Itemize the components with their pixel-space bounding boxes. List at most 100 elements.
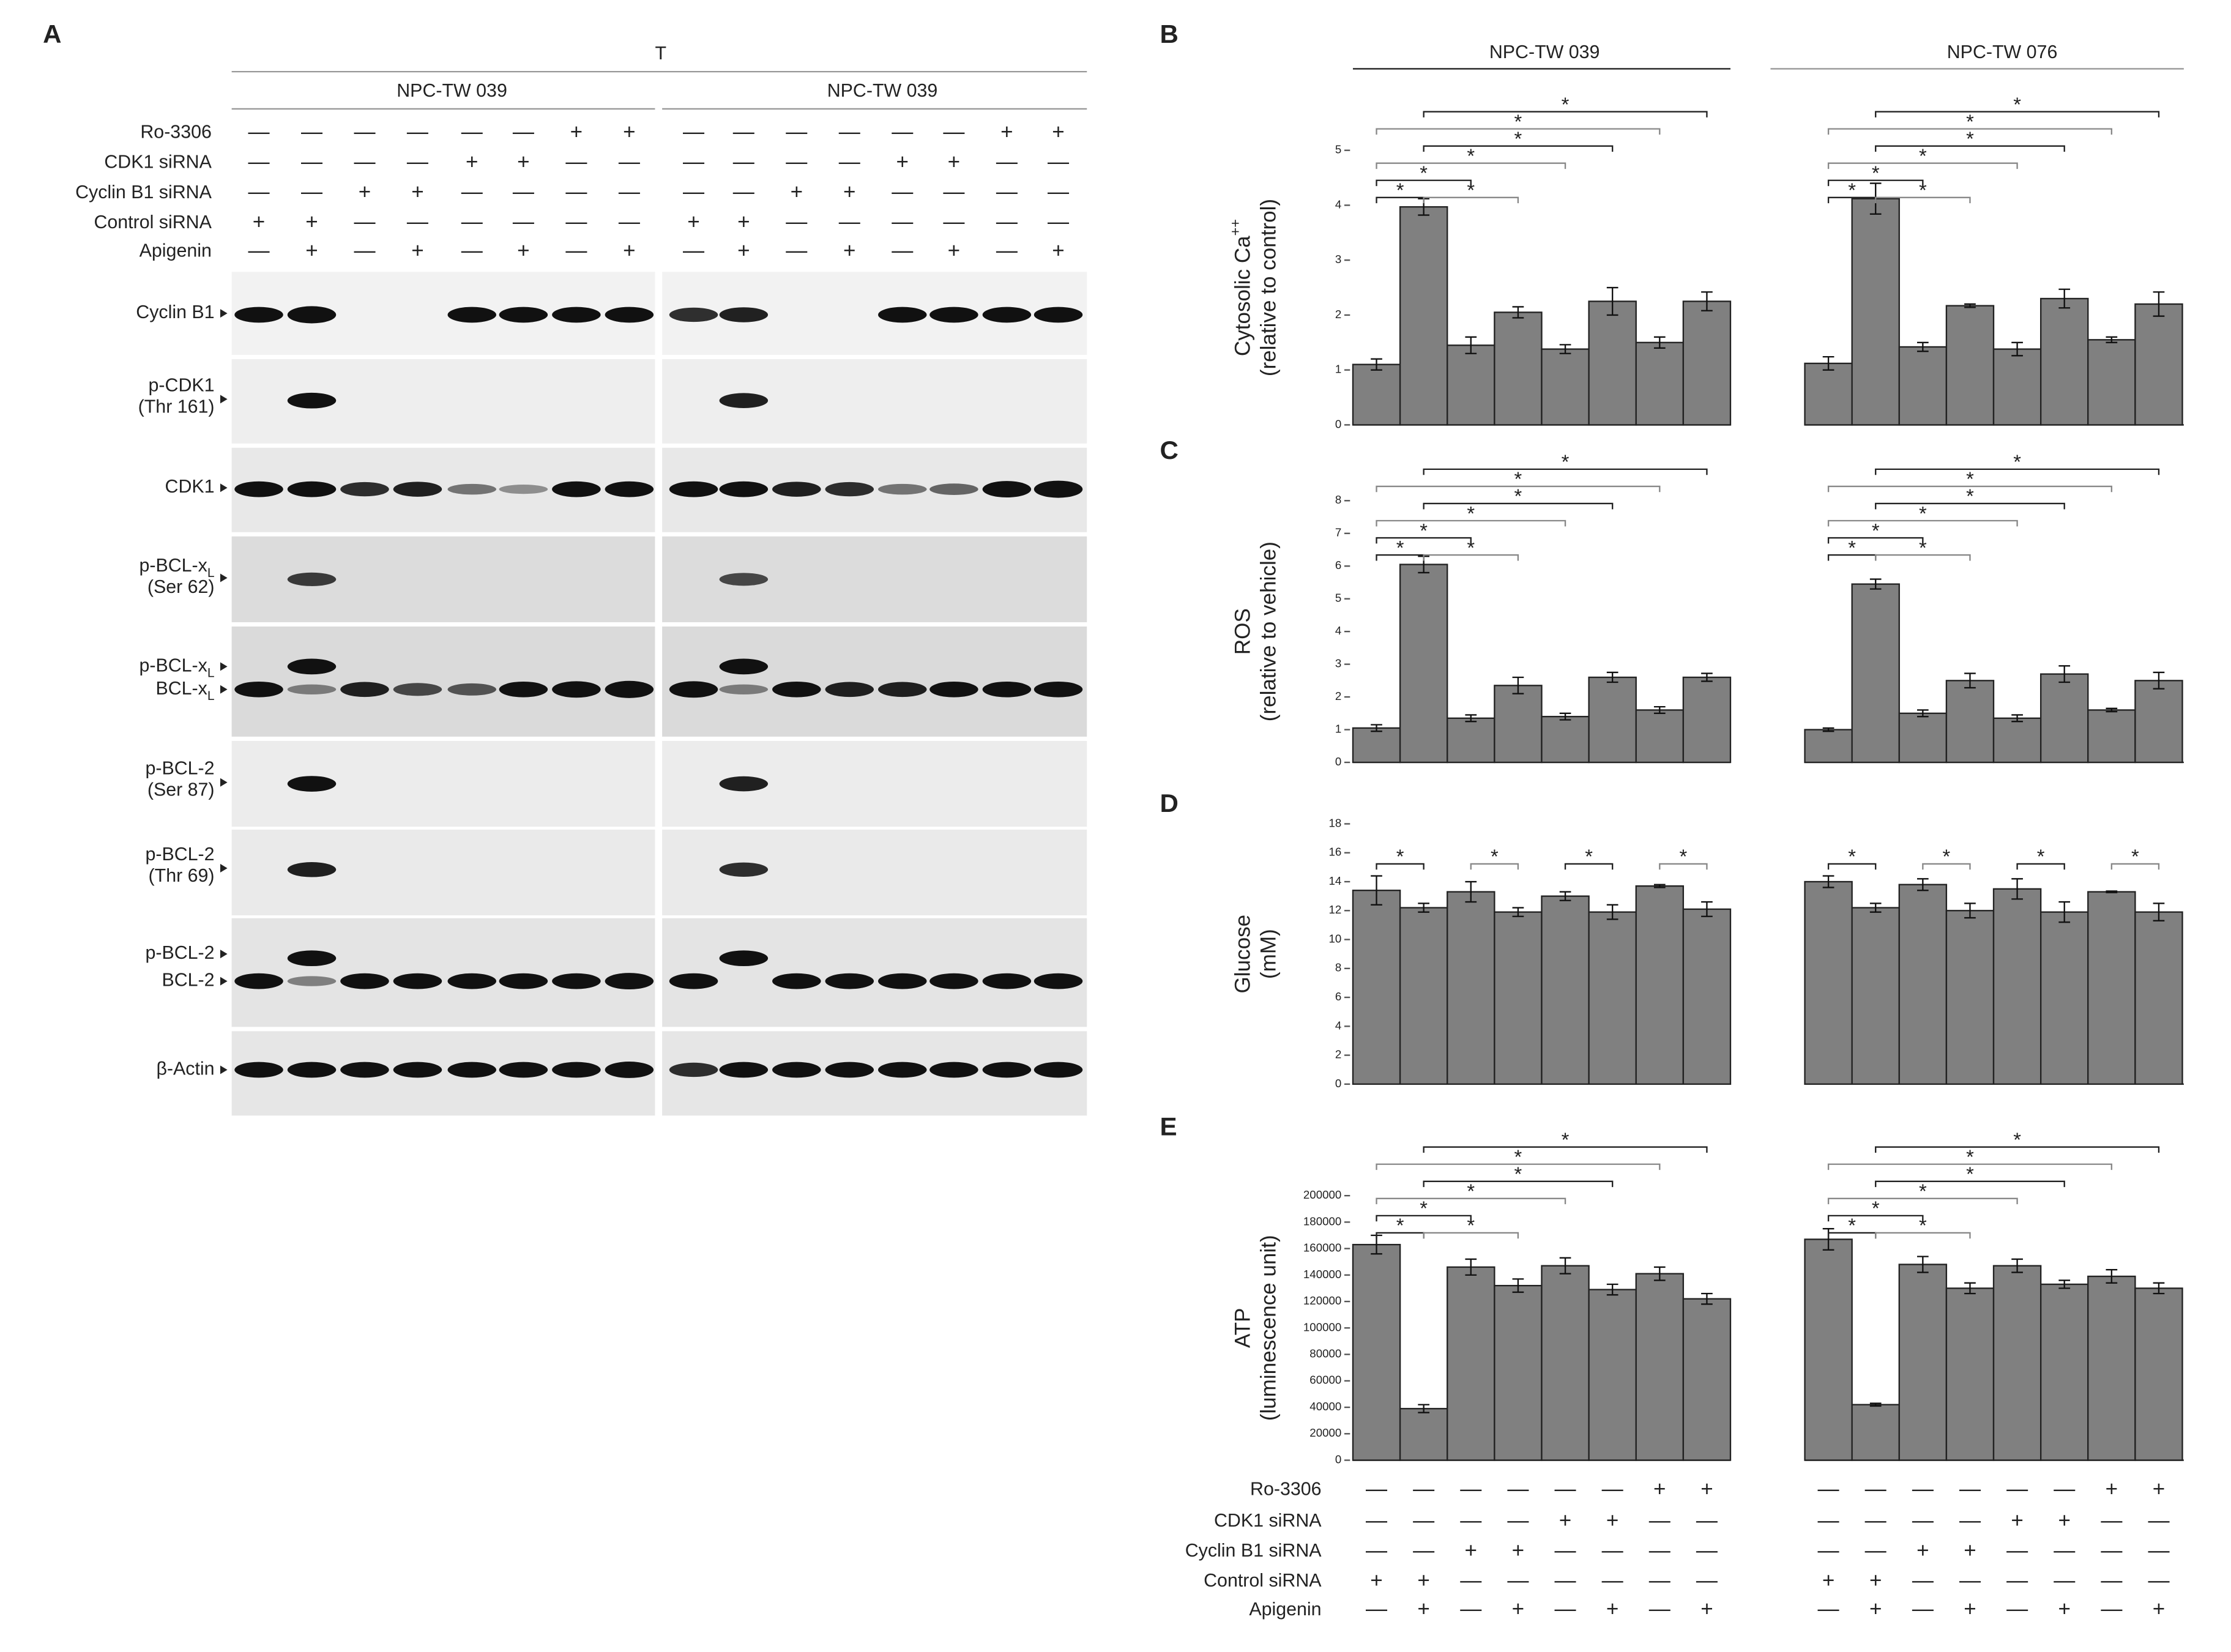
blot-band — [287, 862, 337, 877]
treatment-sign: + — [1869, 1568, 1882, 1592]
blot-band — [772, 482, 821, 497]
treatment-sign: — — [996, 210, 1018, 234]
bar — [1682, 908, 1732, 1085]
y-tick-label: 14 — [1328, 874, 1341, 887]
blot-band — [719, 776, 769, 792]
treatment-sign: — — [683, 150, 705, 174]
significance-bracket — [1423, 468, 1708, 475]
treatment-sign: — — [248, 150, 270, 174]
significance-star: * — [1943, 845, 1951, 868]
blot-band — [719, 862, 769, 877]
treatment-sign: — — [683, 239, 705, 262]
error-bar — [2058, 288, 2071, 309]
significance-star: * — [1679, 845, 1687, 868]
blot-band — [552, 973, 601, 989]
error-bar — [2106, 336, 2118, 343]
treatment-sign: + — [1512, 1538, 1524, 1562]
significance-star: * — [1872, 519, 1880, 541]
significance-bracket — [1376, 1215, 1472, 1222]
bar — [1898, 1263, 1948, 1461]
significance-star: * — [2013, 93, 2021, 116]
blot-band — [825, 1062, 874, 1078]
bar — [1399, 206, 1448, 426]
y-tick-label: 6 — [1335, 990, 1341, 1003]
treatment-sign: — — [1912, 1508, 1934, 1532]
treatment-sign: — — [1912, 1597, 1934, 1621]
treatment-sign: — — [1649, 1538, 1671, 1562]
label: p-BCL-xL — [139, 555, 214, 580]
blot-band — [393, 1062, 442, 1078]
treatment-sign: — — [407, 150, 429, 174]
label: (relative to vehicle) — [1257, 541, 1281, 721]
error-bar — [1964, 1282, 1976, 1295]
bar — [1635, 885, 1685, 1085]
treatment-sign: + — [305, 210, 318, 234]
bar — [1804, 880, 1853, 1085]
treatment-sign: — — [1602, 1477, 1624, 1501]
error-bar — [1512, 1278, 1524, 1293]
arrowhead — [220, 863, 228, 873]
treatment-sign: + — [1606, 1508, 1618, 1532]
treatment-sign: + — [411, 239, 423, 262]
y-tick-label: 7 — [1335, 526, 1341, 539]
error-bar — [1916, 709, 1929, 718]
treatment-sign: — — [2101, 1538, 2123, 1562]
blot-band — [669, 481, 718, 497]
treatment-sign: — — [1366, 1508, 1388, 1532]
label-text: (Thr 69) — [149, 865, 215, 886]
significance-star: * — [1396, 1214, 1404, 1237]
blot-band — [447, 973, 497, 989]
blot-band — [719, 481, 769, 497]
treatment-sign: — — [1865, 1477, 1887, 1501]
treatment-label: Cyclin B1 siRNA — [75, 182, 212, 203]
treatment-sign: + — [2058, 1597, 2070, 1621]
treatment-sign: — — [565, 210, 587, 234]
treatment-sign: + — [2011, 1508, 2023, 1532]
significance-star: * — [1396, 845, 1404, 868]
significance-star: * — [1919, 179, 1927, 201]
significance-bracket — [1423, 145, 1614, 152]
significance-star: * — [1420, 519, 1428, 541]
significance-star: * — [2013, 1128, 2021, 1151]
treatment-sign: — — [354, 239, 376, 262]
treatment-sign: + — [359, 180, 371, 204]
blot-band — [719, 573, 769, 586]
treatment-sign: + — [1370, 1568, 1382, 1592]
treatment-sign: — — [2101, 1568, 2123, 1592]
treatment-sign: — — [513, 180, 535, 204]
treatment-sign: + — [896, 150, 909, 174]
significance-bracket — [1875, 1232, 1971, 1239]
blot-band — [772, 681, 821, 698]
significance-star: * — [1514, 110, 1522, 133]
treatment-sign: — — [733, 180, 755, 204]
error-bar — [1653, 336, 1666, 349]
treatment-sign: — — [786, 150, 808, 174]
treatment-sign: — — [619, 150, 641, 174]
treatment-sign: + — [1417, 1597, 1429, 1621]
arrowhead — [220, 977, 228, 986]
error-bar — [2153, 1282, 2165, 1295]
significance-bracket — [1376, 1197, 1566, 1205]
blot-band — [447, 1062, 497, 1078]
treatment-sign: + — [1964, 1538, 1976, 1562]
treatment-sign: — — [683, 180, 705, 204]
treatment-label: Control siRNA — [1204, 1570, 1322, 1591]
label: Glucose — [1231, 915, 1255, 994]
arrowhead — [220, 778, 228, 787]
label-text: p-BCL-x — [139, 555, 207, 576]
bar — [2039, 911, 2089, 1085]
error-bar — [1701, 901, 1713, 917]
bar — [2134, 303, 2183, 426]
treatment-sign: — — [1865, 1508, 1887, 1532]
treatment-label: CDK1 siRNA — [104, 152, 212, 173]
bar — [1945, 680, 1995, 764]
panel-label: B — [1160, 20, 1178, 48]
treatment-sign: — — [2006, 1538, 2028, 1562]
label-text: p-BCL-x — [139, 655, 207, 675]
bar — [1804, 362, 1853, 426]
treatment-sign: — — [301, 150, 323, 174]
treatment-sign: — — [565, 239, 587, 262]
treatment-sign: + — [2058, 1508, 2070, 1532]
y-tick-label: 10 — [1328, 932, 1341, 945]
